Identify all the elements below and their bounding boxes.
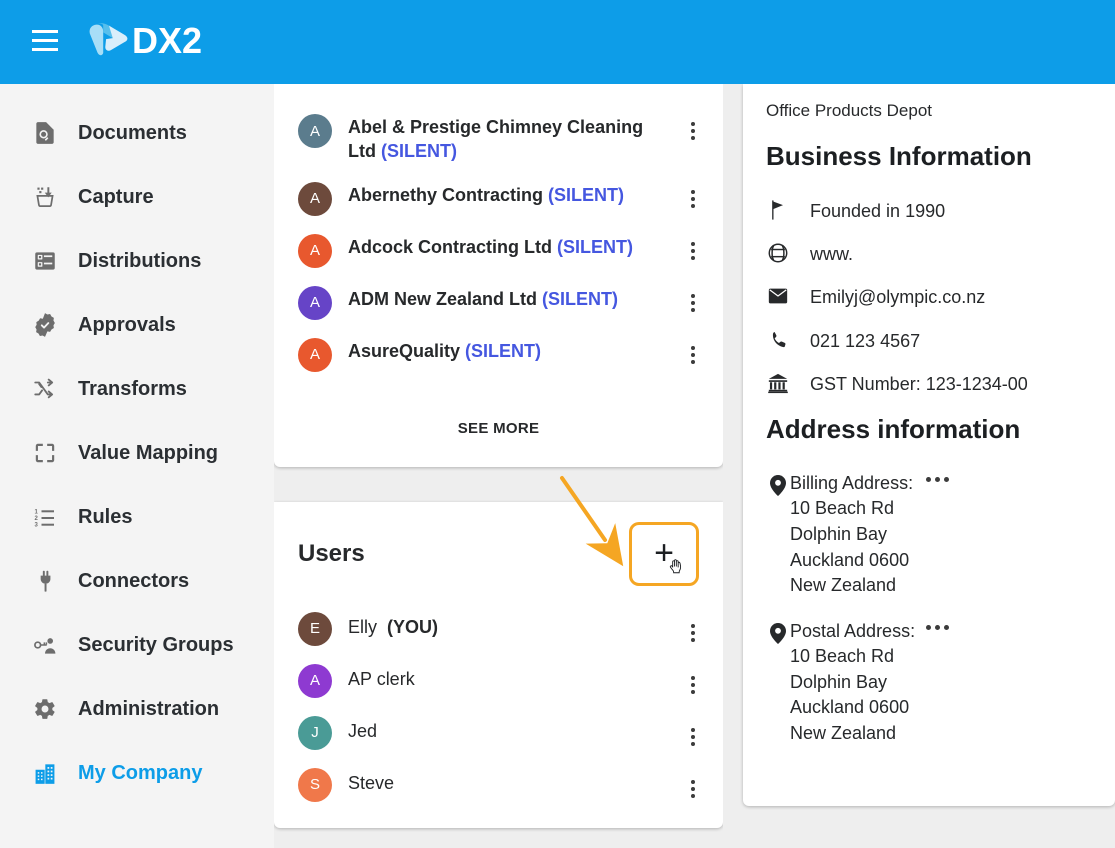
svg-text:1: 1 bbox=[35, 509, 39, 515]
svg-text:3: 3 bbox=[35, 523, 39, 529]
svg-text:2: 2 bbox=[35, 516, 39, 522]
